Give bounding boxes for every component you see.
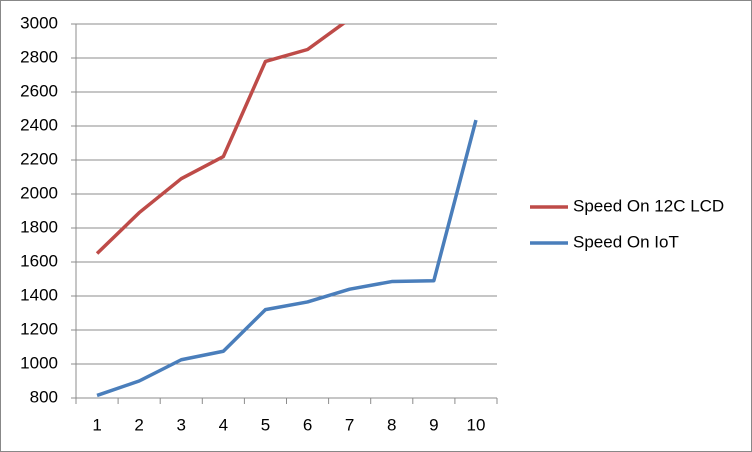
legend-label: Speed On 12C LCD [573,196,724,215]
y-tick-label: 1200 [20,319,58,338]
x-tick-label: 3 [177,415,186,434]
x-tick-label: 5 [261,415,270,434]
x-tick-label: 2 [134,415,143,434]
y-tick-label: 2000 [20,183,58,202]
y-tick-label: 1000 [20,353,58,372]
y-tick-label: 3000 [20,13,58,32]
y-tick-label: 800 [30,387,58,406]
grid [71,23,498,404]
legend-label: Speed On IoT [573,232,679,251]
y-tick-label: 1400 [20,285,58,304]
y-tick-label: 2600 [20,81,58,100]
x-tick-label: 6 [303,415,312,434]
y-tick-label: 2400 [20,115,58,134]
series-line [95,24,346,255]
x-tick-label: 1 [92,415,101,434]
y-tick-label: 1800 [20,217,58,236]
x-tick-label: 8 [387,415,396,434]
series-line [96,119,478,398]
x-tick-label: 9 [429,415,438,434]
x-tick-label: 4 [219,415,228,434]
plot-area [95,24,478,398]
y-tick-label: 2800 [20,47,58,66]
x-tick-label: 10 [466,415,485,434]
y-tick-label: 1600 [20,251,58,270]
y-tick-label: 2200 [20,149,58,168]
x-tick-label: 7 [345,415,354,434]
